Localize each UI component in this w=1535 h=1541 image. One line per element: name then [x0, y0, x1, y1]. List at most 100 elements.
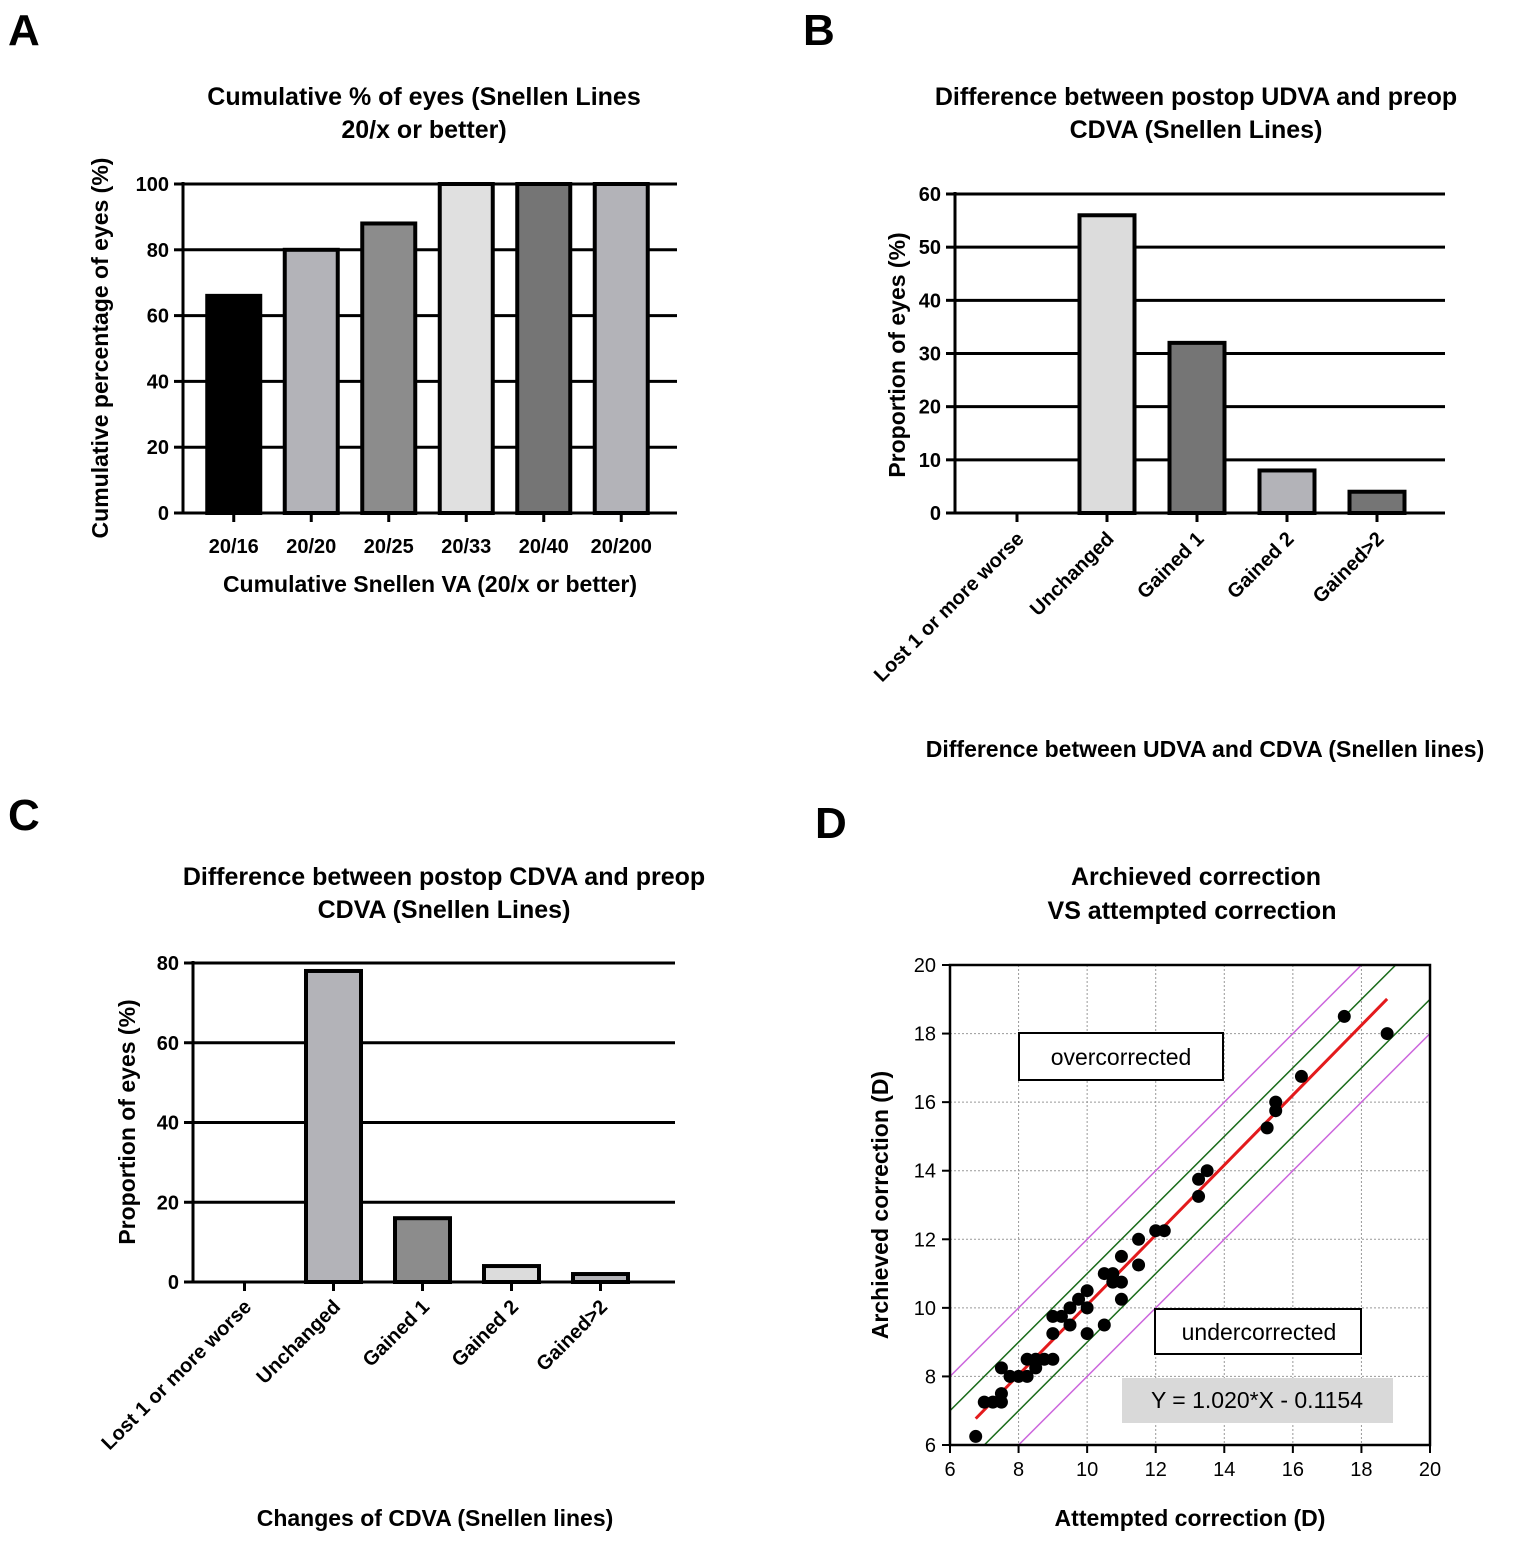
x-tick-label: Lost 1 or more worse	[870, 528, 1029, 687]
x-tick-label: 10	[1076, 1459, 1098, 1481]
x-tick-label: Gained 1	[359, 1296, 434, 1371]
upper-tolerance-line	[950, 965, 1363, 1378]
data-point	[969, 1429, 983, 1443]
y-tick-label: 20	[919, 397, 941, 419]
x-tick-label: Gained 2	[448, 1296, 523, 1371]
x-tick-label: 14	[1213, 1459, 1235, 1481]
bar-gained-2	[482, 1264, 541, 1285]
lower-tolerance-line	[1017, 1032, 1430, 1445]
data-point	[1054, 1309, 1068, 1323]
panel-c-bars	[304, 968, 630, 1285]
panel-d-axes	[948, 963, 1432, 1447]
y-tick-label: 0	[930, 503, 941, 525]
y-tick-label: 18	[914, 1024, 936, 1046]
panel-a-y-axis-label: Cumulative percentage of eyes (%)	[87, 158, 113, 539]
x-tick-label: 6	[944, 1459, 955, 1481]
panel-letter-b: B	[803, 6, 835, 55]
bar-20-16	[205, 293, 263, 515]
x-tick-label: Unchanged	[252, 1296, 345, 1389]
bar-gained-1	[1167, 340, 1227, 515]
data-point	[1260, 1121, 1274, 1135]
panel-b-y-axis-label: Proportion of eyes (%)	[884, 232, 910, 477]
y-tick-label: 40	[147, 371, 169, 393]
y-tick-label: 16	[914, 1092, 936, 1114]
data-point	[1080, 1327, 1094, 1341]
plot-frame	[948, 963, 1432, 1447]
panel-c: C Difference between postop CDVA and pre…	[8, 791, 705, 1531]
equation-box	[1122, 1378, 1393, 1423]
panel-d-x-ticks: 6 8 10 12 14 16 18 20	[944, 1445, 1441, 1481]
data-point	[1380, 1027, 1394, 1041]
panel-d-title-line-1: Archieved correction	[1071, 863, 1321, 891]
regression-line	[974, 997, 1389, 1420]
y-tick-label: 0	[168, 1272, 179, 1294]
data-point	[1046, 1352, 1060, 1366]
data-point	[1192, 1189, 1206, 1203]
data-point	[1132, 1232, 1146, 1246]
x-tick-label: 20/40	[519, 536, 569, 558]
panel-b-x-axis-label: Difference between UDVA and CDVA (Snelle…	[926, 736, 1485, 762]
data-point	[1080, 1301, 1094, 1315]
y-tick-label: 40	[919, 290, 941, 312]
x-tick-label: 20/25	[364, 536, 414, 558]
x-tick-label: Gained 1	[1133, 528, 1208, 603]
panel-a-axes	[181, 182, 677, 515]
data-point	[1294, 1069, 1308, 1083]
panel-b: B Difference between postop UDVA and pre…	[803, 6, 1484, 762]
data-point	[1114, 1292, 1128, 1306]
panel-b-title-line-1: Difference between postop UDVA and preop	[935, 83, 1457, 111]
panel-letter-c: C	[8, 791, 40, 840]
data-point	[1337, 1009, 1351, 1023]
y-tick-label: 20	[157, 1192, 179, 1214]
x-tick-label: 20/33	[441, 536, 491, 558]
x-tick-label: 20/20	[286, 536, 336, 558]
overcorrected-label: overcorrected	[1051, 1044, 1192, 1070]
undercorrected-box	[1154, 1308, 1362, 1355]
x-tick-label: Gained>2	[1309, 528, 1389, 608]
y-tick-label: 20	[914, 955, 936, 977]
x-tick-label: 8	[1013, 1459, 1024, 1481]
y-tick-label: 80	[157, 953, 179, 975]
x-tick-label: 18	[1350, 1459, 1372, 1481]
y-tick-label: 50	[919, 237, 941, 259]
bar-gained-1	[393, 1216, 452, 1284]
panel-d-points	[969, 1009, 1394, 1443]
panel-d-x-axis-label: Attempted correction (D)	[1055, 1505, 1326, 1531]
bar-20-25	[360, 221, 418, 515]
panel-a-title-line-2: 20/x or better)	[341, 116, 506, 144]
panel-c-title-line-1: Difference between postop CDVA and preop	[183, 863, 705, 891]
overcorrected-box	[1018, 1032, 1224, 1081]
y-tick-label: 12	[914, 1229, 936, 1251]
x-tick-label: Gained 2	[1223, 528, 1298, 603]
panel-c-y-ticks: 0 20 40 60 80	[157, 953, 193, 1294]
y-tick-label: 60	[157, 1033, 179, 1055]
y-tick-label: 10	[919, 450, 941, 472]
panel-c-x-axis-label: Changes of CDVA (Snellen lines)	[257, 1505, 614, 1531]
data-point	[1192, 1172, 1206, 1186]
panel-b-title-line-2: CDVA (Snellen Lines)	[1070, 116, 1323, 144]
panel-c-y-axis-label: Proportion of eyes (%)	[114, 999, 140, 1244]
regression-equation: Y = 1.020*X - 0.1154	[1151, 1387, 1363, 1413]
x-tick-label: 16	[1282, 1459, 1304, 1481]
data-point	[1132, 1258, 1146, 1272]
panel-a-x-ticks: 20/16 20/20 20/25 20/33 20/40 20/200	[209, 513, 652, 558]
panel-letter-d: D	[815, 799, 847, 848]
bar-gained-2	[1347, 489, 1407, 516]
bar-20-40	[515, 182, 573, 515]
panel-a-bars	[205, 182, 650, 516]
x-tick-label: Lost 1 or more worse	[97, 1296, 256, 1455]
y-tick-label: 80	[147, 240, 169, 262]
y-tick-label: 10	[914, 1298, 936, 1320]
data-point	[1072, 1292, 1086, 1306]
y-tick-label: 60	[147, 306, 169, 328]
bar-20-20	[282, 247, 340, 516]
x-tick-label: 20/16	[209, 536, 259, 558]
panel-a: A Cumulative % of eyes (Snellen Lines 20…	[8, 6, 677, 597]
panel-b-bars	[1077, 213, 1407, 516]
x-tick-label: 12	[1145, 1459, 1167, 1481]
panel-a-x-axis-label: Cumulative Snellen VA (20/x or better)	[223, 571, 637, 597]
panel-d-y-axis-label: Archieved correction (D)	[867, 1071, 893, 1339]
panel-a-title-line-1: Cumulative % of eyes (Snellen Lines	[207, 83, 640, 111]
data-point	[994, 1387, 1008, 1401]
